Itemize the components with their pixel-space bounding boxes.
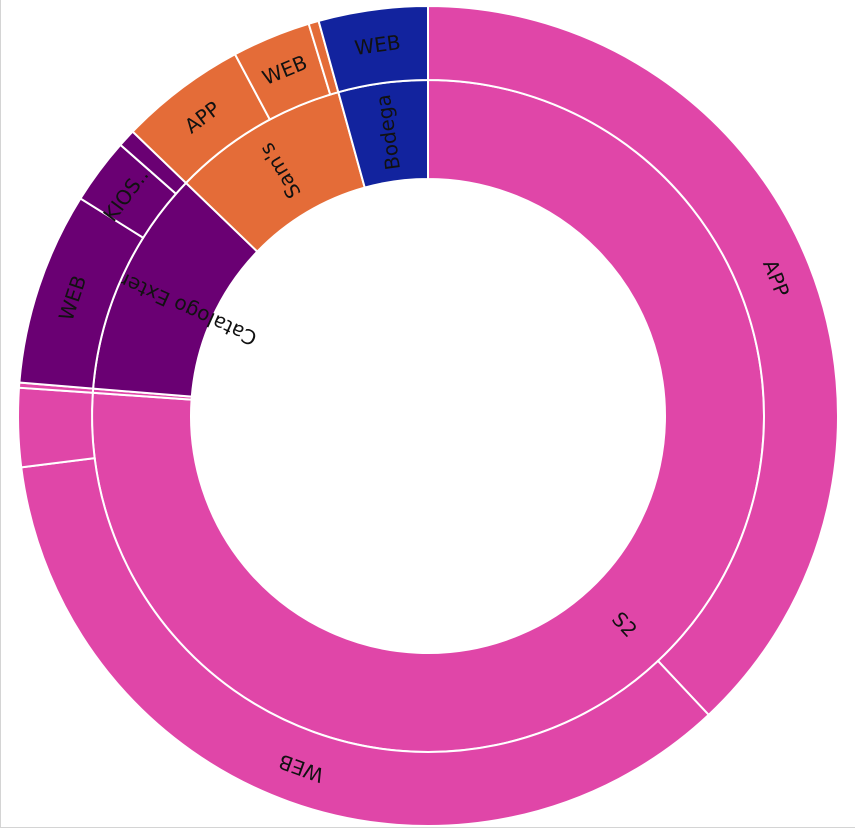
outer-ring-segment-app-0[interactable] (427, 4, 839, 717)
outer-ring-segment-web-10[interactable] (317, 4, 429, 94)
outer-ring-segment-web-1[interactable] (20, 456, 711, 827)
outer-ring-segment-unlabeled-2[interactable] (17, 386, 96, 469)
